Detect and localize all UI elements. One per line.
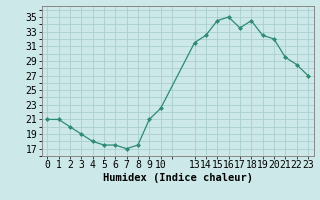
X-axis label: Humidex (Indice chaleur): Humidex (Indice chaleur) (103, 173, 252, 183)
